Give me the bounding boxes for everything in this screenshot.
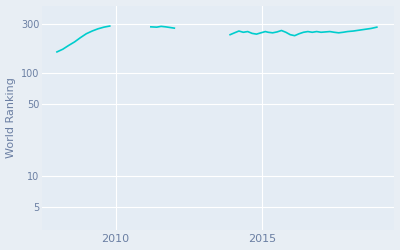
Y-axis label: World Ranking: World Ranking [6,78,16,158]
